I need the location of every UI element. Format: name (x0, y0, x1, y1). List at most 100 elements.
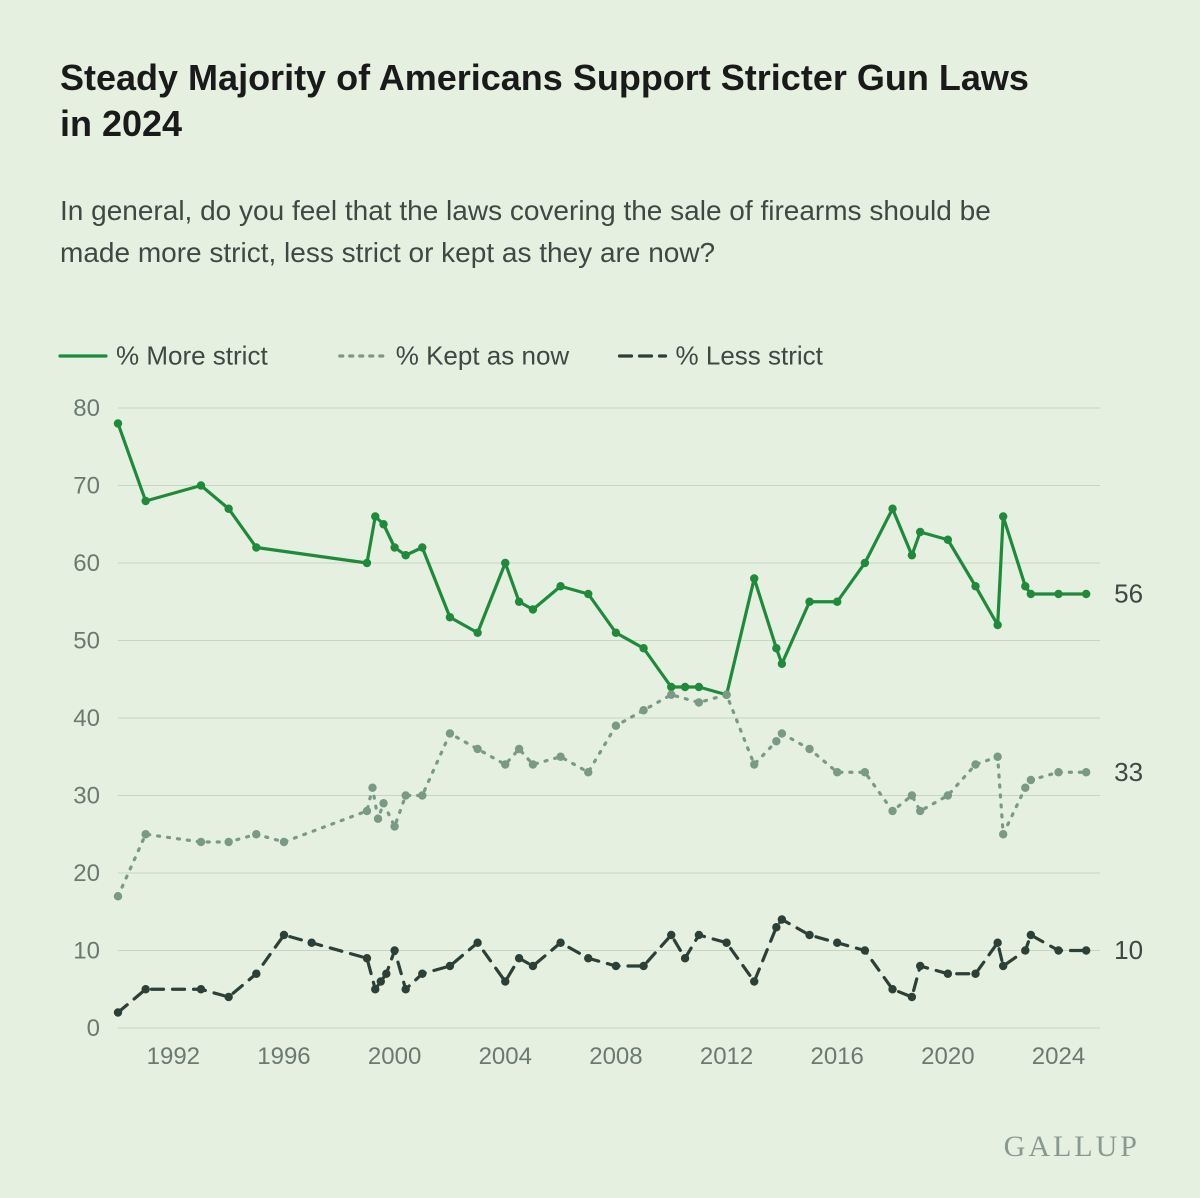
chart-subtitle: In general, do you feel that the laws co… (60, 195, 991, 226)
gun-laws-trend-chart: Steady Majority of Americans Support Str… (0, 0, 1200, 1198)
series-marker (1082, 946, 1090, 954)
series-marker (141, 985, 149, 993)
series-marker (778, 915, 786, 923)
series-marker (529, 962, 537, 970)
series-marker (501, 760, 509, 768)
series-marker (722, 939, 730, 947)
series-marker (1021, 582, 1029, 590)
series-marker (114, 419, 122, 427)
series-marker (280, 838, 288, 846)
series-marker (114, 1008, 122, 1016)
series-marker (1054, 590, 1062, 598)
chart-title: in 2024 (60, 103, 182, 144)
series-marker (515, 954, 523, 962)
series-marker (681, 683, 689, 691)
series-marker (371, 512, 379, 520)
series-marker (529, 760, 537, 768)
series-marker (401, 551, 409, 559)
series-marker (778, 660, 786, 668)
series-marker (446, 613, 454, 621)
series-marker (833, 768, 841, 776)
series-marker (695, 931, 703, 939)
series-marker (833, 939, 841, 947)
series-marker (390, 946, 398, 954)
series-marker (908, 791, 916, 799)
series-marker (750, 574, 758, 582)
series-marker (377, 977, 385, 985)
series-marker (778, 729, 786, 737)
series-marker (584, 768, 592, 776)
series-marker (418, 791, 426, 799)
series-marker (999, 830, 1007, 838)
series-marker (971, 760, 979, 768)
series-marker (307, 939, 315, 947)
series-marker (418, 970, 426, 978)
series-marker (639, 706, 647, 714)
series-marker (861, 946, 869, 954)
series-marker (224, 505, 232, 513)
series-marker (1027, 590, 1035, 598)
series-marker (379, 520, 387, 528)
series-end-label: 56 (1114, 579, 1143, 609)
x-tick-label: 1996 (257, 1043, 310, 1070)
series-marker (374, 815, 382, 823)
legend-label: % Less strict (676, 341, 824, 371)
series-marker (639, 644, 647, 652)
x-tick-label: 2016 (811, 1043, 864, 1070)
series-marker (612, 962, 620, 970)
series-marker (772, 644, 780, 652)
series-end-label: 10 (1114, 935, 1143, 965)
series-marker (999, 962, 1007, 970)
series-marker (999, 512, 1007, 520)
series-marker (446, 962, 454, 970)
series-marker (224, 993, 232, 1001)
series-marker (888, 985, 896, 993)
series-marker (368, 784, 376, 792)
x-tick-label: 2024 (1032, 1043, 1085, 1070)
series-marker (833, 598, 841, 606)
series-marker (363, 954, 371, 962)
series-marker (280, 931, 288, 939)
series-marker (667, 931, 675, 939)
series-marker (501, 977, 509, 985)
series-marker (1082, 768, 1090, 776)
series-marker (584, 590, 592, 598)
series-marker (888, 505, 896, 513)
series-marker (473, 629, 481, 637)
series-marker (515, 598, 523, 606)
series-marker (944, 791, 952, 799)
series-marker (1021, 784, 1029, 792)
series-marker (1027, 776, 1035, 784)
series-marker (916, 528, 924, 536)
series-marker (401, 791, 409, 799)
series-marker (805, 598, 813, 606)
series-marker (197, 838, 205, 846)
series-marker (473, 939, 481, 947)
series-marker (446, 729, 454, 737)
x-tick-label: 2004 (479, 1043, 532, 1070)
y-tick-label: 20 (73, 860, 100, 887)
series-end-label: 33 (1114, 757, 1143, 787)
series-marker (908, 551, 916, 559)
series-marker (916, 807, 924, 815)
series-marker (252, 543, 260, 551)
series-marker (695, 683, 703, 691)
y-tick-label: 80 (73, 395, 100, 422)
series-marker (861, 768, 869, 776)
y-tick-label: 10 (73, 937, 100, 964)
x-tick-label: 2000 (368, 1043, 421, 1070)
legend-label: % More strict (116, 341, 268, 371)
series-marker (473, 745, 481, 753)
series-marker (1054, 768, 1062, 776)
series-marker (363, 559, 371, 567)
chart-subtitle: made more strict, less strict or kept as… (60, 237, 715, 268)
series-marker (197, 985, 205, 993)
series-marker (1027, 931, 1035, 939)
series-marker (401, 985, 409, 993)
chart-title: Steady Majority of Americans Support Str… (60, 57, 1029, 98)
series-marker (556, 753, 564, 761)
y-tick-label: 60 (73, 550, 100, 577)
series-marker (363, 807, 371, 815)
y-tick-label: 0 (87, 1015, 100, 1042)
series-marker (667, 683, 675, 691)
